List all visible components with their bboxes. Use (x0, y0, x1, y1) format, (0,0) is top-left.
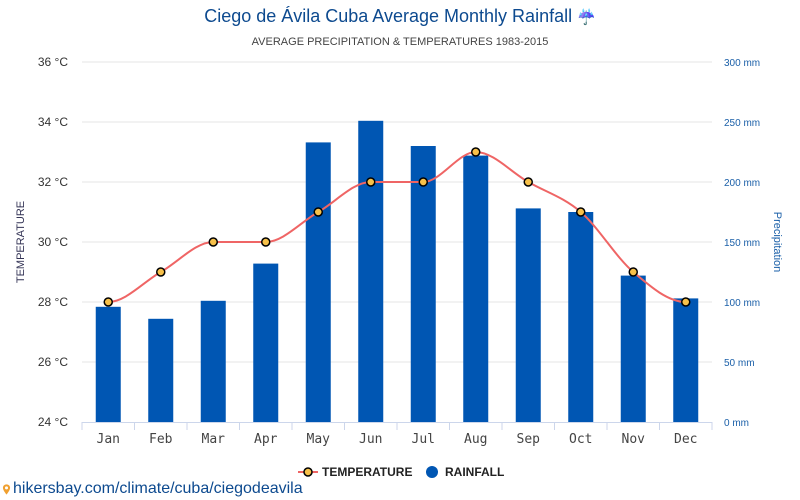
chart-subtitle: AVERAGE PRECIPITATION & TEMPERATURES 198… (251, 36, 549, 48)
rainfall-bar (620, 275, 646, 422)
legend-rainfall-marker (426, 466, 438, 478)
chart: 24 °C 0 mm 26 °C 50 mm 28 °C 100 mm 30 °C 150 m… (15, 55, 783, 479)
chart-title: Ciego de Ávila Cuba Average Monthly Rain… (204, 6, 596, 26)
left-tick-label: 36 °C (38, 55, 68, 69)
rainfall-bar (515, 208, 541, 422)
right-tick-label: 250 mm (724, 118, 760, 129)
temperature-point (261, 237, 271, 247)
rainfall-bar (410, 146, 436, 422)
temperature-point (523, 177, 533, 187)
rainfall-bar (148, 318, 174, 422)
temperature-point (681, 297, 691, 307)
x-tick-label: May (307, 432, 331, 447)
rainfall-bar (673, 298, 699, 422)
right-tick-label: 300 mm (724, 58, 760, 69)
x-tick-label: Dec (674, 432, 697, 447)
temperature-point (156, 267, 166, 277)
right-tick-label: 150 mm (724, 238, 760, 249)
legend-rainfall-label: RAINFALL (445, 465, 504, 479)
temperature-point (576, 207, 586, 217)
temperature-point (628, 267, 638, 277)
x-tick-label: Jun (359, 432, 382, 447)
temperature-line (108, 150, 686, 303)
rainfall-bar (463, 155, 489, 422)
temperature-point (418, 177, 428, 187)
x-tick-label: Jan (97, 432, 120, 447)
rainfall-bar (568, 212, 594, 422)
rainfall-bar (253, 263, 279, 422)
x-tick-label: Oct (569, 432, 592, 447)
temperature-point (313, 207, 323, 217)
left-tick-label: 28 °C (38, 295, 68, 309)
x-tick-label: Apr (254, 432, 278, 447)
left-tick-label: 34 °C (38, 115, 68, 129)
x-tick-label: Aug (464, 432, 487, 447)
left-tick-label: 32 °C (38, 175, 68, 189)
temperature-point (471, 147, 481, 157)
x-tick-label: Mar (202, 432, 226, 447)
x-tick-label: Feb (149, 432, 173, 447)
left-tick-label: 30 °C (38, 235, 68, 249)
right-axis-title: Precipitation (771, 212, 783, 273)
x-tick-label: Sep (517, 432, 541, 447)
right-tick-label: 100 mm (724, 298, 760, 309)
temperature-point (103, 297, 113, 307)
legend-temperature-marker (303, 467, 313, 477)
rainfall-bar (305, 142, 331, 422)
left-tick-label: 26 °C (38, 355, 68, 369)
rainfall-bar (358, 120, 384, 423)
legend-temperature-label: TEMPERATURE (322, 465, 412, 479)
umbrella-rain-icon: ☔ (577, 9, 596, 26)
source-link[interactable]: hikersbay.com/climate/cuba/ciegodeavila (2, 480, 303, 498)
right-tick-label: 200 mm (724, 178, 760, 189)
temperature-point (208, 237, 218, 247)
rainfall-bar (200, 300, 226, 422)
location-pin-icon (2, 483, 11, 495)
left-tick-label: 24 °C (38, 415, 68, 429)
x-tick-label: Nov (622, 432, 646, 447)
right-tick-label: 50 mm (724, 358, 755, 369)
left-axis-title: TEMPERATURE (15, 201, 27, 283)
right-tick-label: 0 mm (724, 418, 749, 429)
temperature-point (366, 177, 376, 187)
rainfall-bar (95, 306, 121, 422)
x-tick-label: Jul (412, 432, 435, 447)
